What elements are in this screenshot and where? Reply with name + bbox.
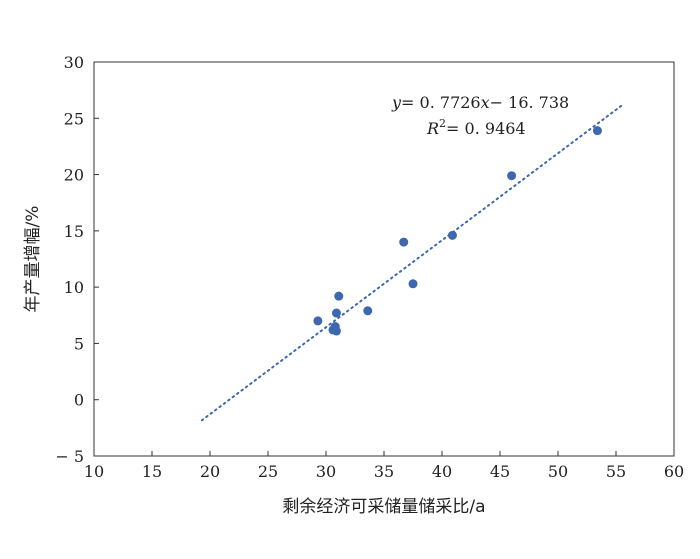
x-tick-label: 25 [258,462,278,481]
x-tick-label: 30 [316,462,336,481]
data-point [408,279,418,289]
x-tick-label: 35 [374,462,394,481]
equation-annotation: y= 0. 7726x− 16. 738 [391,93,569,112]
y-tick-label: 0 [74,391,84,410]
data-points [313,126,602,336]
y-tick-label: 20 [64,166,84,185]
x-tick-label: 10 [84,462,104,481]
data-point [331,326,341,336]
y-tick-label: 5 [74,334,84,353]
y-tick-label: 25 [64,109,84,128]
y-tick-label: 10 [64,278,84,297]
x-tick-label: 45 [490,462,510,481]
plot-area-frame [93,61,675,457]
y-axis-ticks: − 5 0 5 10 15 20 25 30 [55,53,99,466]
data-point [334,291,344,301]
x-tick-label: 55 [606,462,626,481]
data-point [363,306,373,316]
data-point [331,308,341,318]
x-tick-label: 15 [142,462,162,481]
x-axis-title: 剩余经济可采储量储采比/a [282,497,485,517]
x-tick-label: 20 [200,462,220,481]
y-tick-label: − 5 [55,447,84,466]
trendline [200,103,624,422]
x-axis-ticks: 10 15 20 25 30 35 40 45 50 55 60 [84,451,684,481]
x-tick-label: 60 [664,462,684,481]
data-point [399,237,409,247]
r-squared-annotation: R2= 0. 9464 [426,117,526,138]
x-tick-label: 50 [548,462,568,481]
y-tick-label: 30 [64,53,84,72]
y-axis-title: 年产量增幅/% [23,206,43,313]
data-point [447,230,457,240]
y-tick-label: 15 [64,222,84,241]
data-point [507,171,517,181]
data-point [592,126,602,136]
x-tick-label: 40 [432,462,452,481]
data-point [313,316,323,326]
